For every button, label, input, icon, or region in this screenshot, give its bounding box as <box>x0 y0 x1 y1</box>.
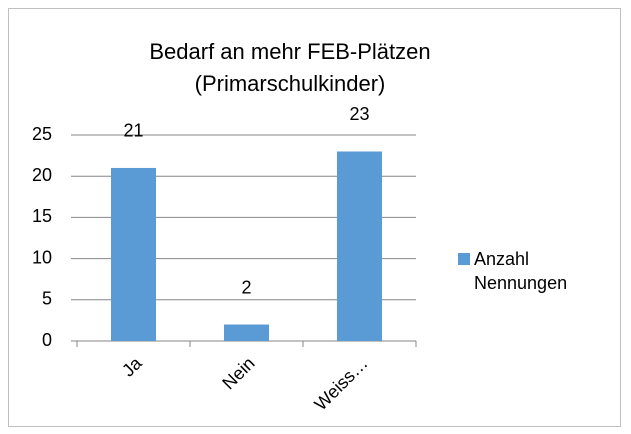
bar <box>224 324 269 341</box>
bar <box>337 151 382 341</box>
data-label: 21 <box>123 121 143 141</box>
chart-title: Bedarf an mehr FEB-Plätzen (Primarschulk… <box>149 39 431 96</box>
y-tick-label: 20 <box>32 165 52 185</box>
y-tick-label: 0 <box>42 330 52 350</box>
y-tick-label: 25 <box>32 124 52 144</box>
legend-label: Anzahl Nennungen <box>474 249 568 293</box>
data-label: 2 <box>241 277 251 297</box>
x-tick-label: Weiss… <box>310 353 371 414</box>
chart-frame <box>8 8 621 427</box>
data-label: 23 <box>349 104 369 124</box>
x-tick-label: Nein <box>218 353 258 393</box>
legend: Anzahl Nennungen <box>458 247 604 295</box>
y-tick-label: 15 <box>32 206 52 226</box>
x-tick-label: Ja <box>118 352 146 380</box>
y-tick-label: 10 <box>32 247 52 267</box>
y-tick-label: 5 <box>42 289 52 309</box>
legend-swatch <box>458 253 470 265</box>
bar <box>111 167 156 341</box>
